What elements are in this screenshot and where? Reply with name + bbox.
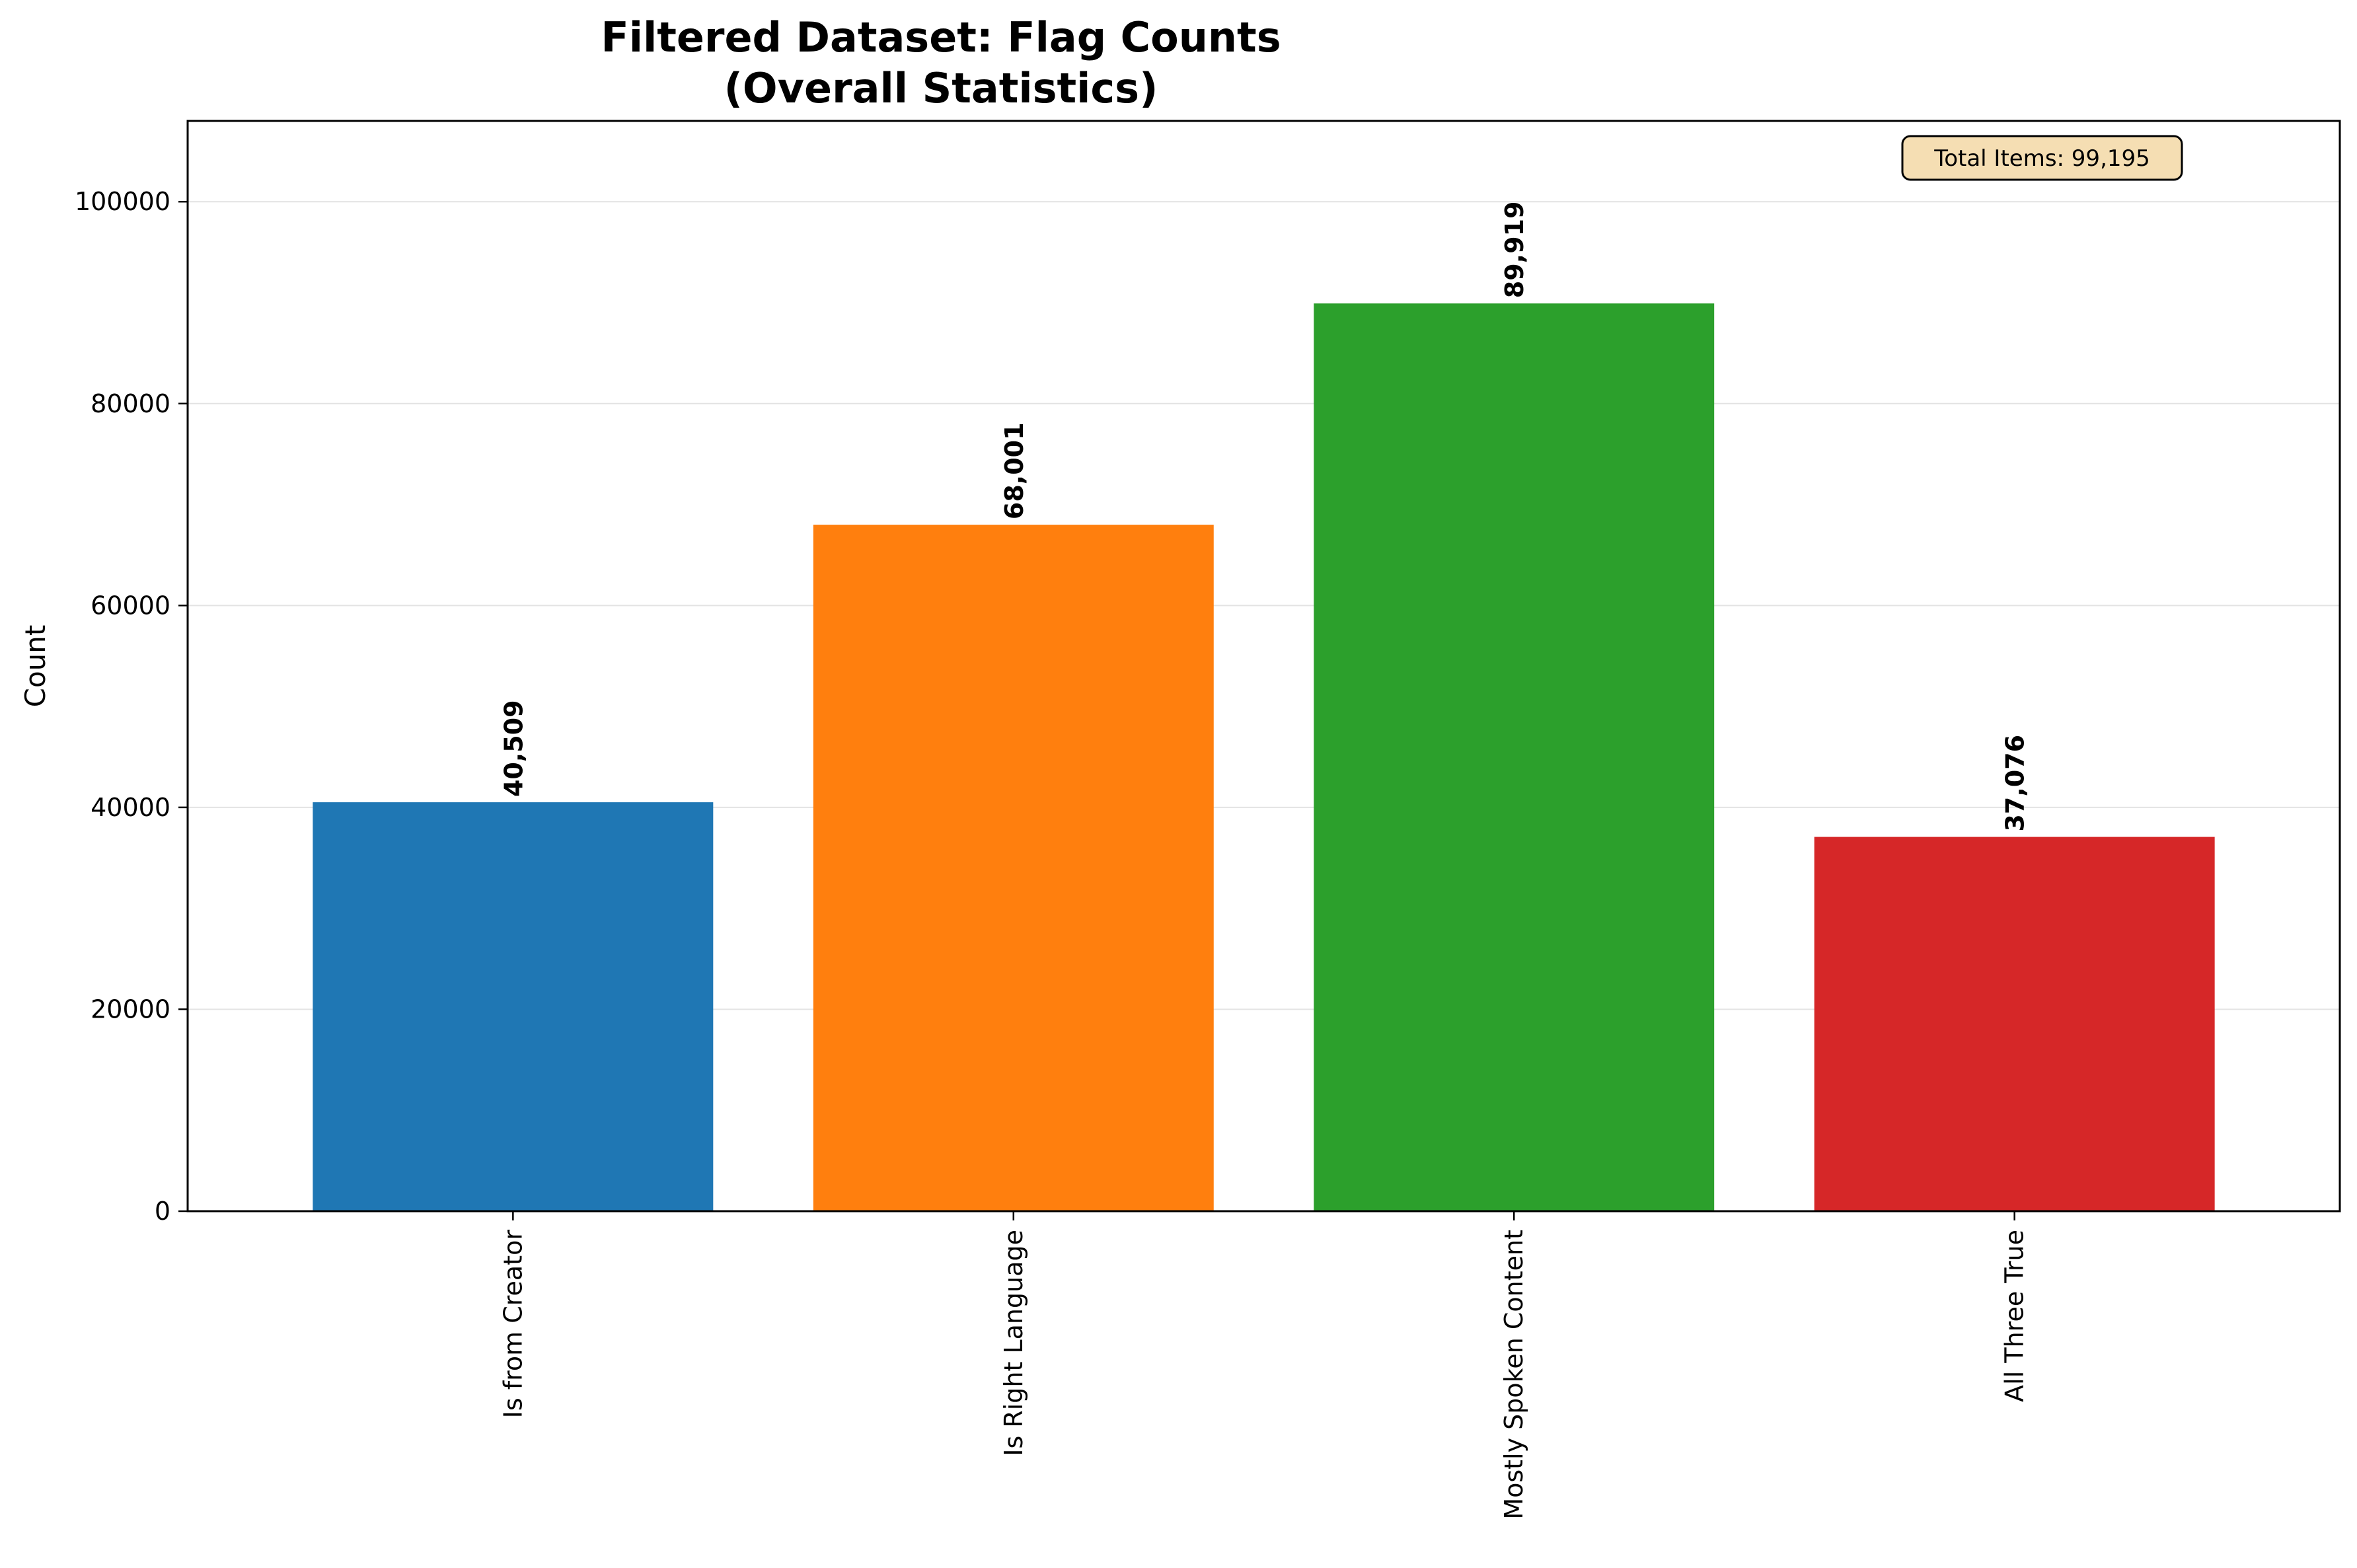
bar-value-label: 68,001: [1000, 422, 1029, 519]
bar: [813, 525, 1214, 1211]
y-axis-ticks: 0 20000 40000 60000 80000 100000: [75, 187, 188, 1226]
y-tick-label: 20000: [91, 994, 170, 1024]
x-axis-ticks: Is from Creator Is Right Language Mostly S…: [498, 1211, 2029, 1520]
x-tick-label: All Three True: [2000, 1230, 2029, 1402]
y-axis-label: Count: [19, 625, 52, 708]
chart-title-line-2: (Overall Statistics): [724, 64, 1158, 112]
data-labels: 40,509 68,001 89,919 37,076: [499, 202, 2029, 832]
y-tick-label: 40000: [91, 793, 170, 822]
bars: [313, 303, 2215, 1211]
x-tick-label: Mostly Spoken Content: [1499, 1230, 1528, 1520]
chart-title: Filtered Dataset: Flag Counts (Overall S…: [601, 13, 1281, 112]
y-tick-label: 0: [155, 1197, 170, 1226]
y-tick-label: 60000: [91, 591, 170, 620]
bar-value-label: 89,919: [1500, 202, 1529, 299]
total-items-box: [1901, 135, 2183, 181]
total-items-text: Total Items: 99,195: [1933, 145, 2150, 172]
chart-title-line-1: Filtered Dataset: Flag Counts: [601, 13, 1281, 61]
x-tick-label: Is from Creator: [498, 1230, 527, 1419]
plot-frame: [186, 120, 2341, 1213]
x-tick-label: Is Right Language: [999, 1230, 1028, 1456]
bar: [1314, 303, 1715, 1211]
y-tick-label: 100000: [75, 187, 170, 216]
total-items-annotation: Total Items: 99,195: [1901, 135, 2183, 181]
bar-value-label: 37,076: [2001, 735, 2030, 832]
bar-value-label: 40,509: [499, 700, 528, 797]
bar: [1814, 837, 2215, 1211]
bar: [313, 802, 714, 1211]
y-tick-label: 80000: [91, 389, 170, 418]
